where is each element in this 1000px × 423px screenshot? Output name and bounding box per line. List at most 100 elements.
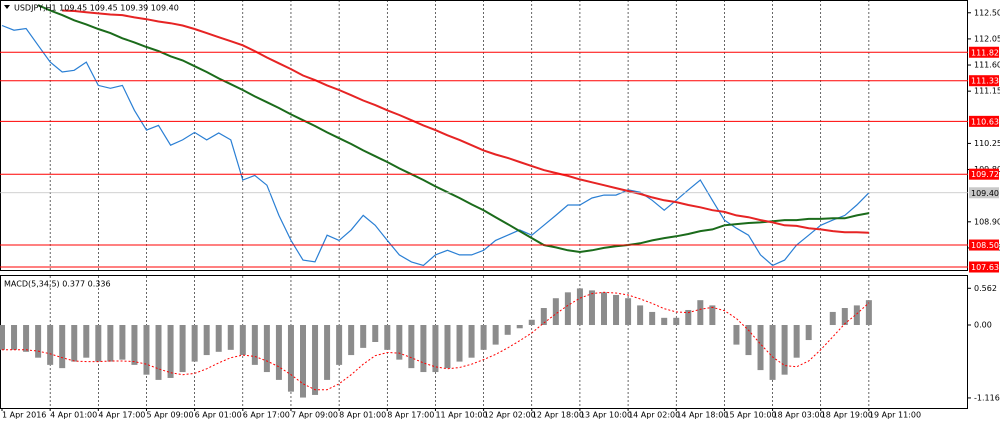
- histogram-bar: [35, 325, 42, 358]
- price-panel: [0, 0, 968, 271]
- level-label: 110.63: [971, 117, 999, 126]
- y-tick-label: 111.15: [974, 87, 1000, 96]
- x-tick-label: 11 Apr 10:00: [435, 411, 487, 420]
- histogram-bar: [540, 308, 547, 326]
- histogram-bar: [372, 325, 379, 342]
- histogram-bar: [191, 325, 198, 362]
- y-tick-label: 110.25: [974, 139, 1000, 148]
- histogram-bar: [793, 325, 800, 358]
- histogram-bar: [396, 325, 403, 360]
- histogram-bar: [131, 325, 138, 365]
- histogram-bar: [805, 325, 812, 341]
- series-line: [37, 4, 870, 254]
- histogram-bar: [336, 325, 343, 365]
- histogram-bar: [239, 325, 246, 356]
- x-tick-label: 18 Apr 03:00: [773, 411, 825, 420]
- x-tick-label: 4 Apr 17:00: [98, 411, 145, 420]
- y-tick-label: 108.90: [974, 217, 1000, 226]
- histogram-bar: [697, 300, 704, 326]
- histogram-bar: [360, 325, 367, 348]
- histogram-bar: [287, 325, 294, 392]
- histogram-bar: [444, 325, 451, 369]
- level-label-box: [969, 261, 999, 273]
- y-tick-label: -1.116: [974, 393, 1000, 402]
- x-tick-label: 12 Apr 18:00: [532, 411, 584, 420]
- histogram-bar: [492, 325, 499, 345]
- histogram-bar: [841, 308, 848, 326]
- y-tick-label: 111.60: [974, 61, 1000, 70]
- histogram-bar: [0, 325, 5, 350]
- histogram-bar: [23, 325, 30, 352]
- histogram-bar: [576, 288, 583, 326]
- histogram-bar: [516, 325, 523, 329]
- histogram-bar: [781, 325, 788, 375]
- x-tick-label: 8 Apr 17:00: [387, 411, 434, 420]
- x-tick-label: 8 Apr 01:00: [339, 411, 386, 420]
- histogram-bar: [83, 325, 90, 358]
- x-tick-label: 13 Apr 10:00: [580, 411, 632, 420]
- histogram-bar: [685, 309, 692, 326]
- histogram-bar: [480, 325, 487, 350]
- x-tick-label: 7 Apr 09:00: [291, 411, 338, 420]
- histogram-bar: [324, 325, 331, 380]
- histogram-bar: [167, 325, 174, 378]
- histogram-bar: [179, 325, 186, 373]
- histogram-bar: [59, 325, 66, 369]
- histogram-bar: [227, 325, 234, 350]
- y-tick-label: 0.562: [974, 284, 997, 293]
- x-tick-label: 12 Apr 02:00: [484, 411, 536, 420]
- x-tick-label: 18 Apr 19:00: [821, 411, 873, 420]
- histogram-bar: [588, 290, 595, 326]
- histogram-bar: [384, 325, 391, 350]
- histogram-bar: [312, 325, 319, 395]
- histogram-bar: [215, 325, 222, 352]
- y-tick-label: 112.50: [974, 8, 1000, 17]
- level-label: 107.63: [971, 263, 999, 272]
- histogram-bar: [119, 325, 126, 360]
- macd-plot: [0, 276, 872, 408]
- histogram-bar: [348, 325, 355, 356]
- histogram-bar: [709, 305, 716, 326]
- x-tick-label: 6 Apr 17:00: [243, 411, 290, 420]
- histogram-bar: [829, 311, 836, 326]
- level-label-box: [969, 168, 999, 180]
- histogram-bar: [601, 292, 607, 326]
- macd-title: MACD(5,34,5) 0.377 0.336: [4, 280, 111, 289]
- x-tick-label: 14 Apr 18:00: [676, 411, 728, 420]
- histogram-bar: [661, 317, 668, 326]
- histogram-bar: [613, 294, 620, 326]
- histogram-bar: [865, 300, 872, 326]
- last-price-box: [969, 187, 999, 199]
- level-label: 109.72: [971, 170, 999, 179]
- histogram-bar: [107, 325, 114, 362]
- histogram-bar: [649, 311, 656, 326]
- histogram-bar: [47, 325, 54, 365]
- histogram-bar: [408, 325, 415, 369]
- y-tick-label: 0.00: [974, 321, 992, 330]
- histogram-bar: [564, 292, 571, 326]
- histogram-bar: [673, 317, 680, 326]
- level-label-box: [969, 115, 999, 127]
- x-tick-label: 5 Apr 09:00: [146, 411, 193, 420]
- last-price-label: 109.40: [971, 189, 999, 198]
- chart-title: USDJPY,H1 109.45 109.45 109.39 109.40: [14, 4, 179, 13]
- histogram-bar: [504, 325, 511, 335]
- histogram-bar: [552, 298, 559, 326]
- histogram-bar: [769, 325, 776, 380]
- histogram-bar: [11, 325, 18, 350]
- x-tick-label: 19 Apr 11:00: [869, 411, 921, 420]
- level-label: 111.82: [971, 48, 999, 57]
- histogram-bar: [757, 325, 764, 371]
- series-line: [1, 24, 870, 267]
- histogram-bar: [853, 305, 860, 326]
- histogram-bar: [143, 325, 150, 375]
- x-tick-label: 1 Apr 2016: [2, 411, 46, 420]
- histogram-bar: [432, 325, 439, 373]
- menu-arrow: [4, 5, 10, 9]
- x-tick-label: 4 Apr 01:00: [50, 411, 97, 420]
- series-line: [2, 291, 870, 391]
- histogram-bar: [468, 325, 475, 358]
- histogram-bar: [203, 325, 210, 356]
- y-tick-label: 112.05: [974, 34, 1000, 43]
- histogram-bar: [155, 325, 162, 380]
